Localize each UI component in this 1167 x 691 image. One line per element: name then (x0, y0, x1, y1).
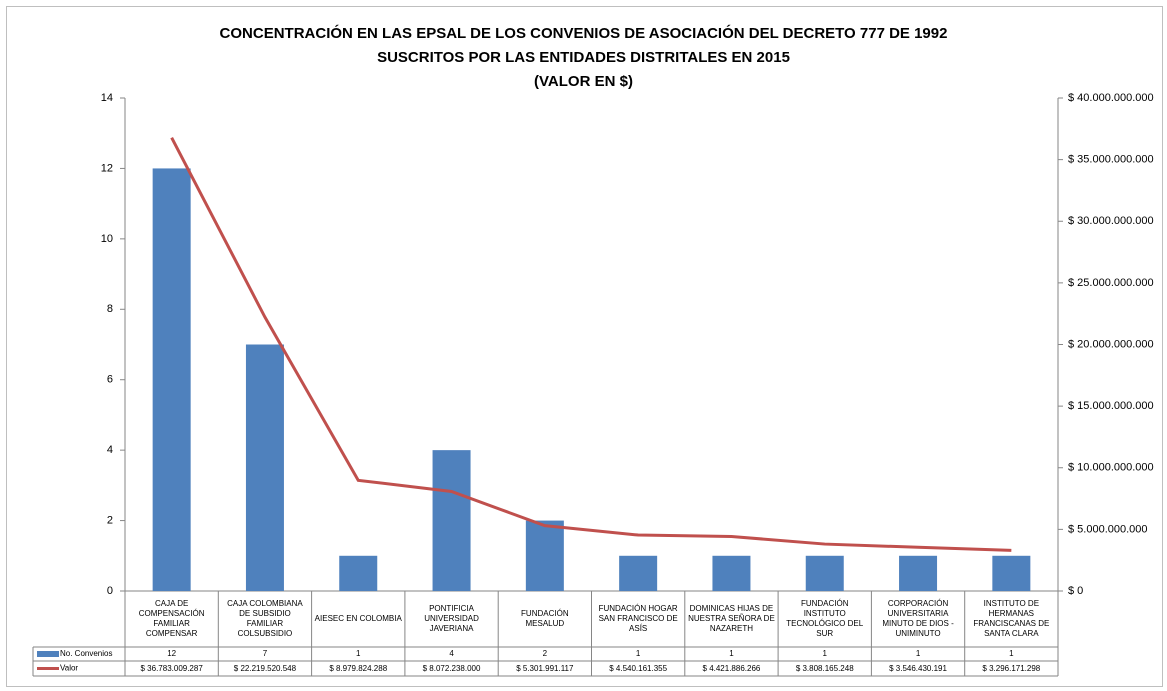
y2-tick-label: $ 30.000.000.000 (1068, 215, 1154, 227)
table-value: 4 (449, 649, 454, 658)
table-value: $ 3.296.171.298 (982, 663, 1041, 673)
table-value: 12 (167, 649, 177, 658)
category-label-box: CORPORACIÓN UNIVERSITARIA MINUTO DE DIOS… (882, 599, 954, 638)
table-value-box: $ 8.072.238.000 (422, 663, 481, 673)
bar (432, 450, 471, 591)
legend-label: No. Convenios (60, 649, 112, 658)
table-value: 1 (1009, 649, 1014, 658)
category-label: FUNDACIÓN INSTITUTO TECNOLÓGICO DEL SUR (786, 599, 864, 638)
table-value-box: 12 (167, 649, 177, 658)
table-value-box: 1 (915, 649, 921, 658)
y-tick-label: 6 (107, 374, 113, 386)
chart-border (6, 6, 1163, 687)
table-value: $ 8.979.824.288 (329, 663, 388, 673)
category-label: CAJA COLOMBIANA DE SUBSIDIO FAMILIAR COL… (227, 599, 303, 638)
category-label-box: AIESEC EN COLOMBIA (314, 614, 402, 623)
y2-tick-label: $ 15.000.000.000 (1068, 400, 1154, 412)
bar (619, 555, 658, 591)
y2-tick-label: $ 40.000.000.000 (1068, 92, 1154, 104)
table-value-box: 1 (356, 649, 361, 658)
table-value-box: 1 (1009, 649, 1014, 658)
bar (712, 555, 751, 591)
table-value-box: $ 4.421.886.266 (702, 663, 761, 673)
chart-title: CONCENTRACIÓN EN LAS EPSAL DE LOS CONVEN… (219, 25, 948, 90)
category-label-box: INSTITUTO DE HERMANAS FRANCISCANAS DE SA… (973, 599, 1050, 638)
bar (805, 555, 844, 591)
table-value-box: $ 5.301.991.117 (516, 663, 574, 673)
y-tick-label: 4 (107, 444, 113, 456)
table-value: $ 3.546.430.191 (889, 663, 947, 673)
y2-tick-label: $ 10.000.000.000 (1068, 462, 1154, 474)
table-value: $ 8.072.238.000 (422, 663, 481, 673)
y-tick-label: 2 (107, 514, 113, 526)
category-label: FUNDACIÓN HOGAR SAN FRANCISCO DE ASÍS (598, 604, 678, 633)
table-value: $ 22.219.520.548 (233, 663, 297, 673)
y-tick-label: 0 (107, 585, 113, 597)
table-value-box: 7 (262, 649, 268, 658)
legend-label: Valor (60, 664, 78, 673)
y-tick-label: 8 (107, 303, 113, 315)
table-value: $ 4.421.886.266 (702, 663, 761, 673)
table-value-box: 1 (729, 649, 734, 658)
y-tick-label: 10 (101, 233, 113, 245)
table-value: 1 (822, 649, 827, 658)
table-value-box: $ 22.219.520.548 (233, 663, 297, 673)
table-value-box: $ 36.783.009.287 (140, 663, 203, 673)
category-label: CORPORACIÓN UNIVERSITARIA MINUTO DE DIOS… (882, 599, 954, 638)
table-value: $ 5.301.991.117 (516, 663, 574, 673)
table-value: $ 4.540.161.355 (609, 663, 668, 673)
table-value-box: $ 3.808.165.248 (795, 663, 854, 673)
y2-tick-label: $ 0 (1068, 585, 1083, 597)
table-value-box: 4 (449, 649, 454, 658)
category-label: INSTITUTO DE HERMANAS FRANCISCANAS DE SA… (973, 599, 1050, 638)
y-tick-label: 12 (101, 162, 113, 174)
table-value: $ 36.783.009.287 (140, 663, 203, 673)
y2-tick-label: $ 25.000.000.000 (1068, 277, 1154, 289)
bar (152, 168, 191, 591)
table-value: $ 3.808.165.248 (795, 663, 854, 673)
table-value-box: 1 (822, 649, 827, 658)
bar (339, 555, 378, 591)
table-value: 7 (262, 649, 268, 658)
y-tick-label: 14 (101, 92, 113, 104)
y2-tick-label: $ 20.000.000.000 (1068, 338, 1154, 350)
bar (992, 555, 1031, 591)
table-value: 1 (356, 649, 361, 658)
category-label: AIESEC EN COLOMBIA (314, 614, 402, 623)
table-value-box: $ 3.546.430.191 (889, 663, 947, 673)
category-label-box: CAJA COLOMBIANA DE SUBSIDIO FAMILIAR COL… (227, 599, 303, 638)
category-label-box: FUNDACIÓN INSTITUTO TECNOLÓGICO DEL SUR (786, 599, 864, 638)
legend-key (37, 651, 59, 657)
bar (899, 555, 938, 591)
table-value: 2 (542, 649, 548, 658)
y2-tick-label: $ 5.000.000.000 (1068, 523, 1148, 535)
category-label: DOMINICAS HIJAS DE NUESTRA SEÑORA DE NAZ… (688, 604, 775, 633)
table-value-box: $ 3.296.171.298 (982, 663, 1041, 673)
category-label: FUNDACIÓN MESALUD (521, 609, 569, 628)
category-label: PONTIFICIA UNIVERSIDAD JAVERIANA (424, 604, 479, 633)
category-label-box: DOMINICAS HIJAS DE NUESTRA SEÑORA DE NAZ… (688, 604, 775, 633)
category-label-box: CAJA DE COMPENSACIÓN FAMILIAR COMPENSAR (138, 599, 205, 638)
table-value: 1 (635, 649, 641, 658)
bar (525, 520, 564, 591)
table-value-box: 1 (635, 649, 641, 658)
category-label: CAJA DE COMPENSACIÓN FAMILIAR COMPENSAR (138, 599, 205, 638)
category-label-box: FUNDACIÓN MESALUD (521, 609, 569, 628)
bar (245, 344, 284, 591)
category-label-box: PONTIFICIA UNIVERSIDAD JAVERIANA (424, 604, 479, 633)
table-value-box: $ 4.540.161.355 (609, 663, 668, 673)
table-value: 1 (729, 649, 734, 658)
category-label-box: FUNDACIÓN HOGAR SAN FRANCISCO DE ASÍS (598, 604, 678, 633)
line-series (170, 136, 1012, 552)
y2-tick-label: $ 35.000.000.000 (1068, 154, 1154, 166)
table-value-box: $ 8.979.824.288 (329, 663, 388, 673)
table-value-box: 2 (542, 649, 548, 658)
table-value: 1 (915, 649, 921, 658)
